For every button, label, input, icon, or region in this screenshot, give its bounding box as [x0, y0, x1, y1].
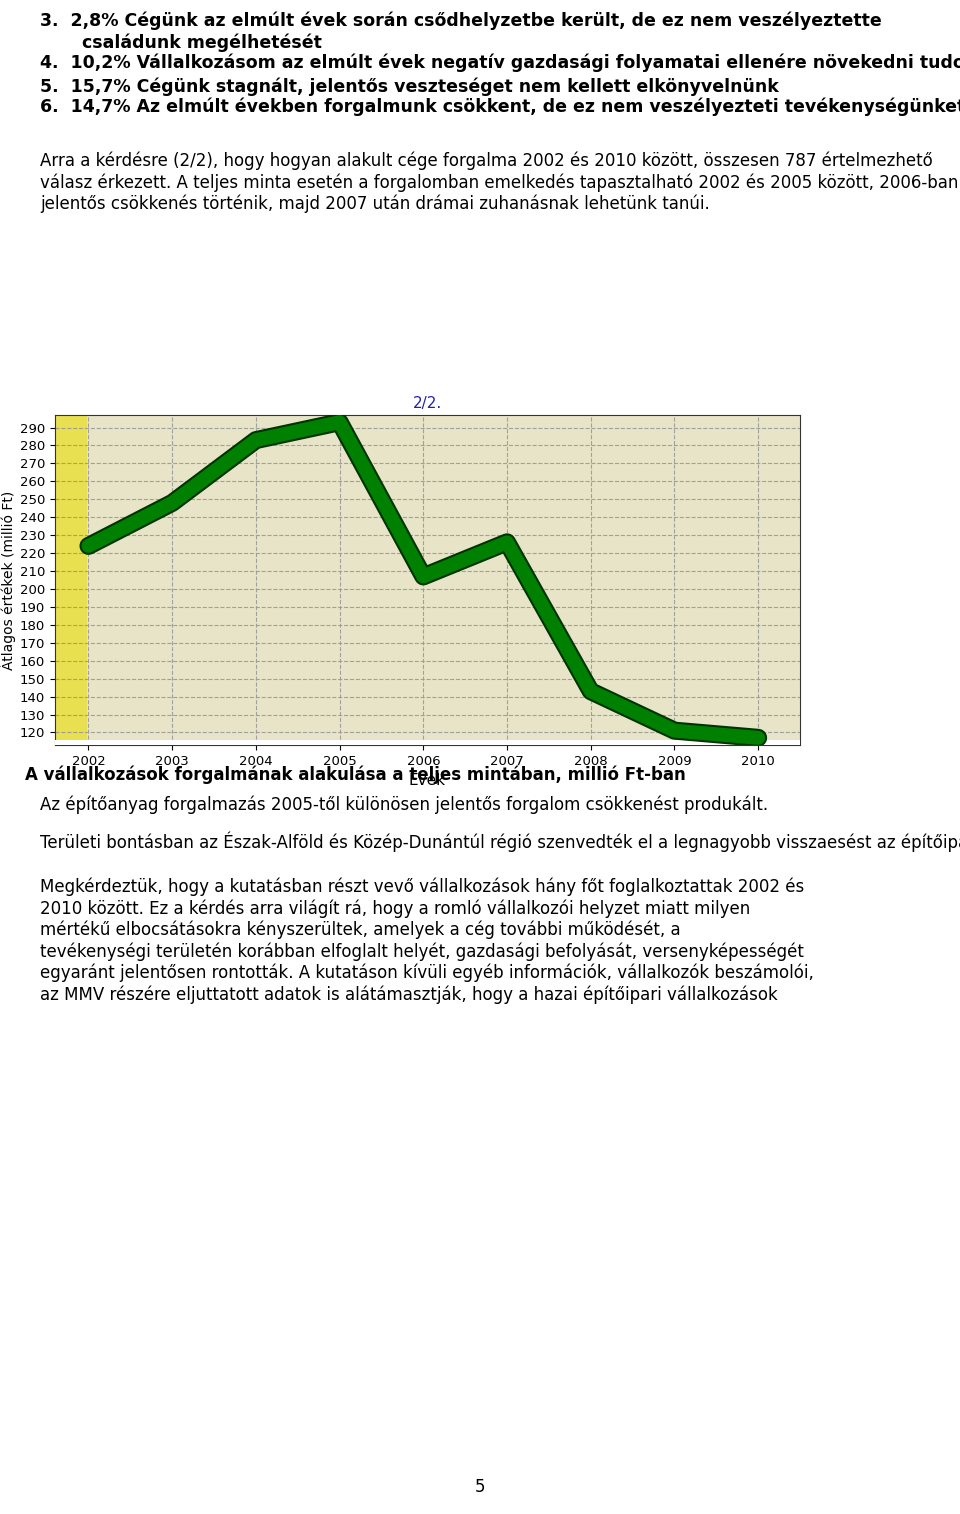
Text: A vállalkozások forgalmának alakulása a teljes mintában, millió Ft-ban: A vállalkozások forgalmának alakulása a … — [25, 765, 685, 784]
Bar — [55, 415, 86, 745]
Text: Megkérdeztük, hogy a kutatásban részt vevő vállalkozások hány főt foglalkoztatta: Megkérdeztük, hogy a kutatásban részt ve… — [40, 878, 814, 1004]
Text: 4.  10,2% Vállalkozásom az elmúlt évek negatív gazdasági folyamatai ellenére növ: 4. 10,2% Vállalkozásom az elmúlt évek ne… — [40, 55, 960, 73]
Title: 2/2.: 2/2. — [413, 397, 443, 412]
Text: Arra a kérdésre (2/2), hogy hogyan alakult cége forgalma 2002 és 2010 között, ös: Arra a kérdésre (2/2), hogy hogyan alaku… — [40, 151, 958, 213]
Text: 6.  14,7% Az elmúlt években forgalmunk csökkent, de ez nem veszélyezteti tevéken: 6. 14,7% Az elmúlt években forgalmunk cs… — [40, 98, 960, 117]
Text: 3.  2,8% Cégünk az elmúlt évek során csődhelyzetbe került, de ez nem veszélyezte: 3. 2,8% Cégünk az elmúlt évek során csőd… — [40, 12, 881, 51]
Text: 5.  15,7% Cégünk stagnált, jelentős veszteséget nem kellett elkönyvelnünk: 5. 15,7% Cégünk stagnált, jelentős veszt… — [40, 79, 779, 97]
Text: 5: 5 — [475, 1478, 485, 1496]
Text: Az építőanyag forgalmazás 2005-től különösen jelentős forgalom csökkenést produk: Az építőanyag forgalmazás 2005-től külön… — [40, 795, 768, 813]
Bar — [55, 740, 808, 745]
X-axis label: Évek: Évek — [409, 774, 446, 789]
Y-axis label: Átlagos értékek (millió Ft): Átlagos értékek (millió Ft) — [0, 491, 15, 669]
Text: Területi bontásban az Észak-Alföld és Közép-Dunántúl régió szenvedték el a legna: Területi bontásban az Észak-Alföld és Kö… — [40, 833, 960, 852]
